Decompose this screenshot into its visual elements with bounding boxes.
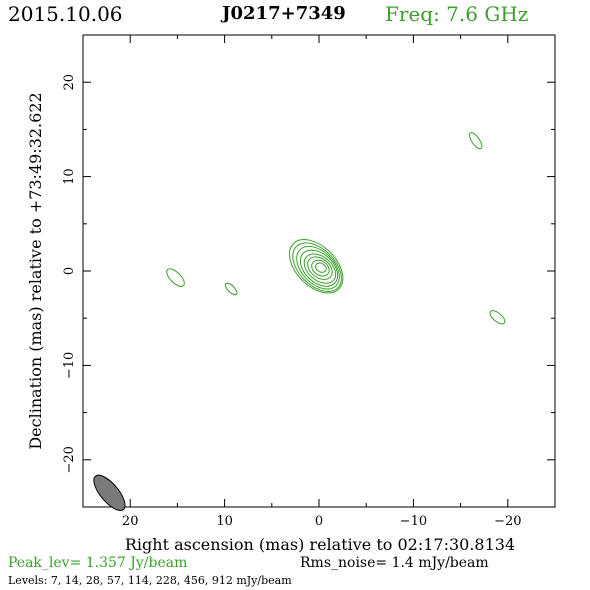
isolated-contour <box>468 132 483 150</box>
rms-noise: Rms_noise= 1.4 mJy/beam <box>300 555 489 571</box>
x-axis-label: Right ascension (mas) relative to 02:17:… <box>125 535 515 554</box>
y-tick-label: 20 <box>62 74 77 91</box>
core-contour-level-2 <box>292 242 342 292</box>
epoch-date: 2015.10.06 <box>8 2 123 26</box>
y-tick-label: −10 <box>62 352 77 379</box>
x-tick-label: 10 <box>216 514 233 529</box>
contour-layer <box>93 132 506 511</box>
peak-level: Peak_lev= 1.357 Jy/beam <box>8 555 188 571</box>
y-tick-label: −20 <box>62 446 77 473</box>
restoring-beam <box>93 474 126 511</box>
core-contour-level-8 <box>315 262 327 273</box>
x-tick-label: 0 <box>315 514 323 529</box>
core-contour-level-6 <box>307 256 333 280</box>
contour-levels: Levels: 7, 14, 28, 57, 114, 228, 456, 91… <box>8 574 292 587</box>
core-contour-level-4 <box>299 249 339 287</box>
axis-ticks: 20 10 0 −10 −20 20 10 0 −10 −20 <box>62 34 556 529</box>
y-tick-label: 10 <box>62 168 77 185</box>
y-axis-label: Declination (mas) relative to +73:49:32.… <box>26 92 45 449</box>
core-contour-level-3 <box>296 245 340 290</box>
core-contour-level-7 <box>311 259 330 277</box>
x-tick-label: −10 <box>400 514 427 529</box>
core-contour-level-5 <box>303 253 337 284</box>
source-name: J0217+7349 <box>222 3 346 24</box>
core-contour-level-1 <box>288 239 344 294</box>
observing-frequency: Freq: 7.6 GHz <box>385 2 529 26</box>
y-tick-label: 0 <box>62 267 77 275</box>
isolated-contour <box>224 282 238 296</box>
isolated-contour <box>166 268 185 287</box>
x-tick-label: 20 <box>122 514 139 529</box>
x-tick-label: −20 <box>494 514 521 529</box>
isolated-contour <box>489 310 506 325</box>
